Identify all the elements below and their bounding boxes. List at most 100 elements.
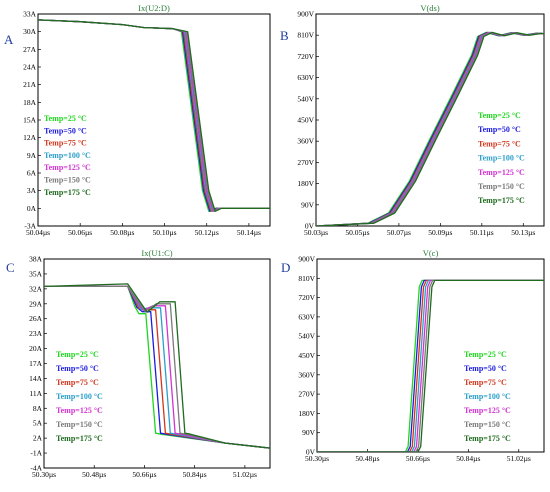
panel-c-legend-entry: Temp=150 °C: [56, 420, 103, 429]
panel-a-y-tick-label: 21A: [23, 80, 37, 89]
panel-b-legend-entry: Temp=100 °C: [478, 154, 525, 163]
panel-a-legend-entry: Temp=175 °C: [44, 188, 91, 197]
panel-b-plot-frame: [315, 13, 545, 227]
panel-c-x-tick-label: 50.66µs: [132, 470, 156, 479]
panel-a-y-tick-label: 30A: [23, 27, 37, 36]
panel-b-y-tick-label: 630V: [297, 73, 314, 82]
panel-b-y-tick-label: 720V: [297, 52, 314, 61]
panel-c-y-tick-label: 14A: [29, 374, 43, 383]
panel-a-x-tick-label: 50.06µs: [68, 228, 92, 237]
panel-a-y-tick-label: 24A: [23, 63, 37, 72]
panel-a-x-tick-label: 50.08µs: [110, 228, 134, 237]
panel-a-x-tick-label: 50.10µs: [152, 228, 176, 237]
panel-c-y-tick-label: 20A: [29, 344, 43, 353]
panel-a-title: Ix(U2:D): [138, 3, 170, 13]
panel-b-y-tick-label: 450V: [297, 116, 314, 125]
panel-b-title: V(ds): [420, 3, 440, 13]
panel-b-x-tick-label: 50.13µs: [511, 228, 535, 237]
panel-a-legend-entry: Temp=100 °C: [44, 151, 91, 160]
panel-d-x-tick-label: 50.66µs: [406, 454, 430, 463]
panel-b-y-tick-label: 900V: [297, 10, 314, 19]
panel-d-y-tick-label: 360V: [298, 370, 315, 379]
panel-c-y-tick-label: 38A: [29, 255, 43, 264]
panel-d-x-tick-label: 51.02µs: [507, 454, 531, 463]
panel-a-y-tick-label: 6A: [27, 169, 37, 178]
panel-c-y-tick-label: 5A: [33, 419, 43, 428]
panel-d-series-line: [317, 279, 544, 452]
panel-b-y-tick-label: 0V: [305, 222, 315, 231]
panel-c-legend-entry: Temp=175 °C: [56, 434, 103, 443]
panel-a-y-tick-label: 12A: [23, 133, 37, 142]
panel-d-legend-entry: Temp=150 °C: [464, 420, 511, 429]
panel-c-y-tick-label: 17A: [29, 359, 43, 368]
panel-b-x-tick-label: 50.07µs: [387, 228, 411, 237]
panel-c-x-tick-label: 50.48µs: [82, 470, 106, 479]
panel-a-x-tick-label: 50.04µs: [26, 228, 50, 237]
panel-d: D V(c) 0V 90V 180V 270V 360V 450V 540V 630V 720V 81…: [281, 248, 545, 463]
panel-a-y-tick-label: 3A: [27, 186, 37, 195]
panel-b-y-tick-label: 180V: [297, 179, 314, 188]
panel-d-title: V(c): [423, 248, 439, 258]
panel-b-legend-entry: Temp=75 °C: [478, 139, 521, 148]
panel-b-legend-entry: Temp=125 °C: [478, 168, 525, 177]
panel-c-legend-entry: Temp=75 °C: [56, 378, 99, 387]
panel-b-y-tick-label: 360V: [297, 137, 314, 146]
panel-c-x-tick-label: 50.84µs: [183, 470, 207, 479]
panel-a-legend-entry: Temp=50 °C: [44, 126, 87, 135]
panel-d-letter: D: [281, 260, 290, 275]
panel-d-y-tick-label: 630V: [298, 312, 315, 321]
panel-c: C Ix(U1:C) -4A -1A 2A 5A 8A 11A 14A 17A 20A 23A 26A 2…: [6, 248, 271, 479]
panel-c-y-tick-label: 8A: [33, 404, 43, 413]
panel-c-series-line: [44, 283, 270, 449]
panel-a-series-line: [38, 19, 270, 212]
panel-b-letter: B: [280, 28, 289, 43]
panel-a-series-group: [38, 19, 270, 212]
panel-b-legend-entry: Temp=50 °C: [478, 125, 521, 134]
panel-a-y-tick-label: -3A: [24, 222, 36, 231]
panel-a-y-tick-label: 0A: [27, 204, 37, 213]
panel-c-y-tick-label: 26A: [29, 314, 43, 323]
panel-b-x-tick-label: 50.05µs: [345, 228, 369, 237]
panel-d-y-tick-label: 720V: [298, 293, 315, 302]
panel-d-legend-entry: Temp=75 °C: [464, 378, 507, 387]
panel-c-y-tick-label: 32A: [29, 284, 43, 293]
panel-c-legend-entry: Temp=100 °C: [56, 392, 103, 401]
panel-b-y-tick-label: 90V: [301, 200, 315, 209]
panel-c-series-group: [44, 283, 270, 449]
panel-a-legend-entry: Temp=125 °C: [44, 163, 91, 172]
panel-b-x-tick-label: 50.11µs: [470, 228, 494, 237]
panel-a-y-tick-label: 18A: [23, 98, 37, 107]
panel-a: A Ix(U2:D) -3A 0A 3A 6A 9A 12A 15A 18A 21A 24A 27A 30…: [4, 3, 271, 237]
panel-d-legend-entry: Temp=25 °C: [464, 350, 507, 359]
panel-c-y-tick-label: -4A: [30, 464, 42, 473]
panel-a-y-tick-label: 15A: [23, 116, 37, 125]
panel-d-y-tick-label: 90V: [302, 428, 316, 437]
panel-c-y-tick-label: 23A: [29, 329, 43, 338]
panel-b-series-group: [316, 31, 544, 226]
panel-d-y-tick-label: 0V: [306, 448, 316, 457]
panel-b-legend-entry: Temp=150 °C: [478, 182, 525, 191]
panel-b-y-tick-label: 810V: [297, 31, 314, 40]
panel-d-legend-entry: Temp=175 °C: [464, 434, 511, 443]
panel-c-x-tick-label: 51.02µs: [233, 470, 257, 479]
panel-c-y-tick-label: 11A: [29, 389, 42, 398]
panel-d-legend-entry: Temp=50 °C: [464, 364, 507, 373]
panel-c-y-tick-label: -1A: [30, 449, 42, 458]
panel-c-legend-entry: Temp=50 °C: [56, 364, 99, 373]
panel-c-title: Ix(U1:C): [141, 248, 172, 258]
panel-c-y-tick-label: 29A: [29, 299, 43, 308]
panel-c-y-tick-label: 2A: [33, 434, 43, 443]
panel-d-y-tick-label: 270V: [298, 390, 315, 399]
panel-b-y-tick-label: 540V: [297, 94, 314, 103]
panel-a-y-tick-label: 33A: [23, 10, 37, 19]
panel-c-legend-entry: Temp=125 °C: [56, 406, 103, 415]
panel-b-x-tick-label: 50.09µs: [428, 228, 452, 237]
panel-d-x-tick-label: 50.30µs: [305, 454, 329, 463]
panel-d-y-tick-label: 900V: [298, 255, 315, 264]
panel-b: B V(ds) 0V 90V 180V 270V 360V 450V 540V 630V 720V 8…: [280, 3, 545, 237]
panel-d-legend-entry: Temp=125 °C: [464, 406, 511, 415]
panel-d-y-tick-label: 180V: [298, 409, 315, 418]
panel-b-series-line: [316, 31, 544, 226]
panel-d-series-group: [317, 279, 544, 452]
